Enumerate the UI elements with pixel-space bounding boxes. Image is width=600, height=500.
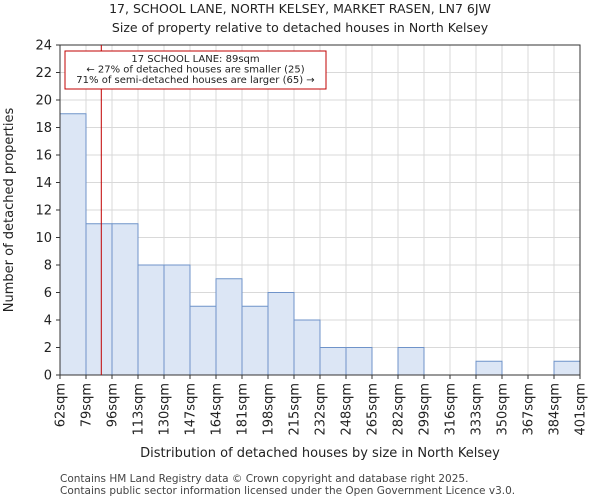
y-tick-label: 4	[44, 314, 52, 329]
chart-subtitle: Size of property relative to detached ho…	[112, 20, 489, 35]
annotation-line-1: 17 SCHOOL LANE: 89sqm	[131, 54, 259, 65]
x-tick-label: 79sqm	[80, 383, 95, 427]
x-tick-label: 164sqm	[210, 383, 225, 436]
x-tick-label: 130sqm	[158, 383, 173, 436]
y-tick-label: 24	[35, 39, 52, 54]
x-tick-label: 265sqm	[366, 383, 381, 436]
x-tick-label: 248sqm	[340, 383, 355, 436]
y-tick-label: 2	[44, 341, 52, 356]
histogram-bar	[267, 292, 295, 376]
y-axis-label: Number of detached properties	[2, 108, 17, 313]
histogram-bar	[85, 223, 113, 376]
x-tick-label: 198sqm	[262, 383, 277, 436]
x-tick-label: 181sqm	[236, 383, 251, 436]
bars-layer	[59, 113, 581, 376]
histogram-bar	[397, 347, 425, 376]
y-tick-label: 8	[44, 259, 52, 274]
annotation-box	[64, 50, 327, 90]
y-tick-label: 10	[35, 231, 52, 246]
x-tick-label: 232sqm	[314, 383, 329, 436]
annotation-line-2: ← 27% of detached houses are smaller (25…	[86, 65, 304, 76]
histogram-bar	[293, 319, 321, 376]
y-tick-label: 18	[35, 121, 52, 136]
footer-line-1: Contains HM Land Registry data © Crown c…	[60, 473, 468, 485]
x-tick-label: 384sqm	[548, 383, 563, 436]
histogram-bar	[137, 264, 165, 376]
footer-line-2: Contains public sector information licen…	[60, 485, 515, 497]
x-tick-label: 299sqm	[418, 383, 433, 436]
annotation-line-3: 71% of semi-detached houses are larger (…	[76, 75, 314, 86]
histogram-bar	[111, 223, 139, 376]
histogram-bar	[163, 264, 191, 376]
x-tick-label: 316sqm	[444, 383, 459, 436]
x-tick-labels: 62sqm 79sqm 96sqm 113sqm 130sqm 147sqm 164sqm 1…	[54, 375, 589, 436]
histogram-bar	[241, 305, 269, 376]
x-tick-label: 147sqm	[184, 383, 199, 436]
marker-annotation: 17 SCHOOL LANE: 89sqm ← 27% of detached …	[64, 50, 327, 90]
x-tick-label: 367sqm	[522, 383, 537, 436]
x-axis-label: Distribution of detached houses by size …	[140, 446, 500, 461]
histogram-bar	[189, 305, 217, 376]
histogram-bar	[345, 347, 373, 376]
histogram-bar	[319, 347, 347, 376]
x-tick-label: 333sqm	[470, 383, 485, 436]
x-tick-label: 62sqm	[54, 383, 69, 427]
x-tick-label: 282sqm	[392, 383, 407, 436]
y-tick-label: 6	[44, 286, 52, 301]
x-tick-label: 96sqm	[106, 383, 121, 427]
histogram-bar	[553, 360, 581, 376]
chart-title: 17, SCHOOL LANE, NORTH KELSEY, MARKET RA…	[109, 1, 491, 16]
histogram-bar	[59, 113, 87, 376]
x-tick-label: 350sqm	[496, 383, 511, 436]
histogram-bar	[215, 278, 243, 376]
x-tick-label: 401sqm	[574, 383, 589, 436]
y-tick-label: 0	[44, 369, 52, 384]
y-tick-label: 20	[35, 94, 52, 109]
y-tick-label: 16	[35, 149, 52, 164]
x-tick-label: 215sqm	[288, 383, 303, 436]
x-tick-label: 113sqm	[132, 383, 147, 436]
histogram-bar	[475, 360, 503, 376]
y-tick-label: 14	[35, 176, 52, 191]
y-tick-label: 12	[35, 204, 52, 219]
y-tick-label: 22	[35, 66, 52, 81]
plot-frame	[59, 44, 581, 376]
